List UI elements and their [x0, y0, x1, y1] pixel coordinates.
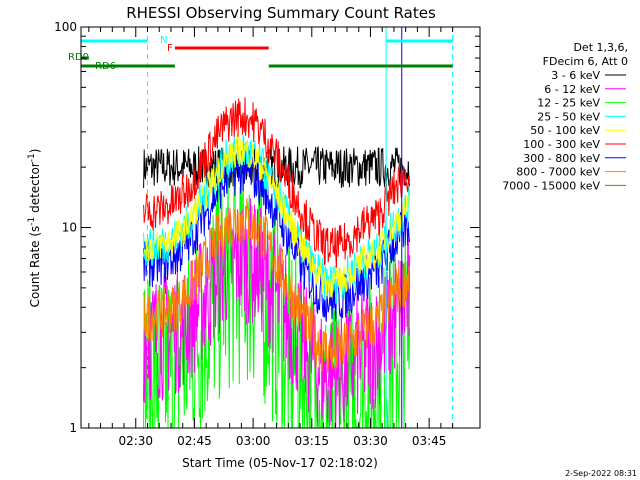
status-bar-label: RD6 — [95, 61, 116, 72]
legend-entry-label: 25 - 50 keV — [537, 110, 600, 123]
legend-header-line-1: Det 1,3,6, — [573, 41, 628, 54]
legend-entry-label: 7000 - 15000 keV — [502, 179, 600, 192]
x-tick-label: 03:45 — [412, 434, 447, 448]
status-bar-label: N — [160, 35, 167, 46]
legend-entry-label: 50 - 100 keV — [530, 124, 600, 137]
legend-entry-label: 800 - 7000 keV — [516, 166, 600, 179]
legend-entry-label: 300 - 800 keV — [523, 152, 600, 165]
x-tick-label: 02:30 — [118, 434, 153, 448]
series-line — [143, 198, 411, 373]
legend-entry-label: 12 - 25 keV — [537, 97, 600, 110]
y-label-sup: -1 — [27, 217, 37, 226]
status-bars-layer: NF RD0 RD6 — [68, 35, 453, 72]
legend-entry-label: 6 - 12 keV — [544, 83, 600, 96]
x-tick-label: 03:30 — [353, 434, 388, 448]
y-label-sup2: -1 — [27, 153, 37, 162]
x-axis: 02:30 02:45 03:00 03:15 03:30 03:45 — [88, 27, 454, 448]
status-bar-label: RD0 — [68, 52, 89, 63]
series-line — [143, 198, 411, 428]
y-label-main: Count Rate (s — [28, 226, 42, 308]
x-tick-label: 03:00 — [236, 434, 271, 448]
y-label-tail: detector — [28, 162, 42, 217]
x-axis-label: Start Time (05-Nov-17 02:18:02) — [182, 456, 378, 470]
series-line — [143, 97, 411, 268]
render-timestamp: 2-Sep-2022 08:31 — [565, 469, 637, 478]
status-bar-label: F — [167, 43, 173, 54]
legend-header-line-2: FDecim 6, Att 0 — [543, 55, 628, 68]
y-tick-label: 10 — [62, 221, 77, 235]
legend-entry-label: 3 - 6 keV — [551, 69, 600, 82]
y-label-close: ) — [28, 149, 42, 154]
chart-title: RHESSI Observing Summary Count Rates — [126, 4, 436, 22]
y-axis: 100 10 1 — [54, 20, 480, 435]
y-tick-label: 1 — [69, 421, 77, 435]
series-line — [143, 135, 411, 298]
y-axis-label: Count Rate (s-1 detector-1) — [27, 149, 42, 308]
series-layer — [143, 97, 411, 428]
x-tick-label: 03:15 — [294, 434, 329, 448]
x-tick-label: 02:45 — [177, 434, 212, 448]
y-tick-label: 100 — [54, 20, 77, 34]
legend-entry-label: 100 - 300 keV — [523, 138, 600, 151]
